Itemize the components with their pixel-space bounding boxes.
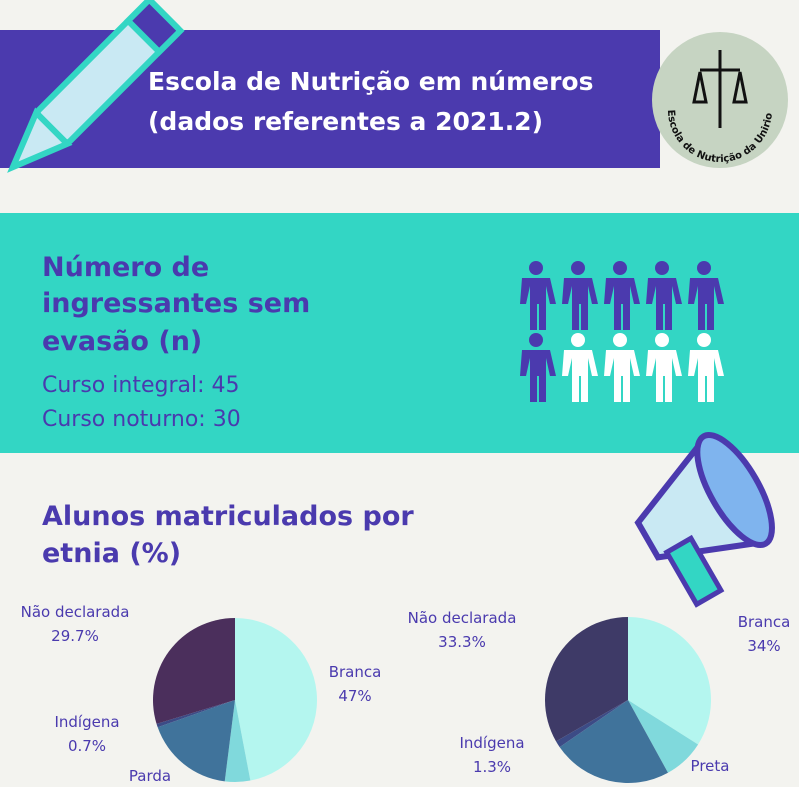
pie-slice — [628, 700, 699, 773]
pencil-icon — [7, 0, 185, 173]
heading: ingressantes sem — [42, 288, 310, 319]
heading: etnia (%) — [42, 538, 181, 569]
slice-label: Branca — [329, 663, 382, 681]
slice-value-label: 47% — [338, 687, 371, 705]
pie-slice — [224, 700, 251, 782]
slice-label: Parda — [129, 767, 171, 785]
pie-slice — [156, 700, 235, 728]
subtitle: (dados referentes a 2021.2) — [148, 107, 543, 136]
pie-slice — [556, 700, 628, 748]
pie-slice — [628, 617, 712, 745]
info-line: Curso integral: 45 — [42, 373, 239, 398]
slice-label: Branca — [738, 613, 791, 631]
slice-value-label: 34% — [747, 637, 780, 655]
slice-label: Indígena — [459, 734, 524, 752]
info-line: Curso noturno: 30 — [42, 407, 241, 432]
logo-emblem — [692, 50, 748, 128]
pie-slice — [235, 618, 318, 781]
teal-band — [0, 213, 799, 453]
slice-label: Preta — [691, 757, 730, 775]
slice-value-label: 33.3% — [438, 633, 486, 651]
heading: evasão (n) — [42, 326, 202, 357]
pie-slice — [152, 618, 235, 724]
pie-slice — [559, 700, 668, 783]
slice-label: Indígena — [54, 713, 119, 731]
slice-label: Não declarada — [408, 609, 517, 627]
heading: Número de — [42, 252, 209, 283]
slice-value-label: 0.7% — [68, 737, 106, 755]
megaphone-icon — [634, 431, 775, 608]
heading: Alunos matriculados por — [42, 501, 414, 532]
title: Escola de Nutrição em números — [148, 67, 593, 96]
slice-value-label: 1.3% — [473, 758, 511, 776]
slice-value-label: 29.7% — [51, 627, 99, 645]
pie-slice — [545, 617, 628, 742]
slice-label: Não declarada — [21, 603, 130, 621]
pie-slice — [157, 700, 235, 782]
